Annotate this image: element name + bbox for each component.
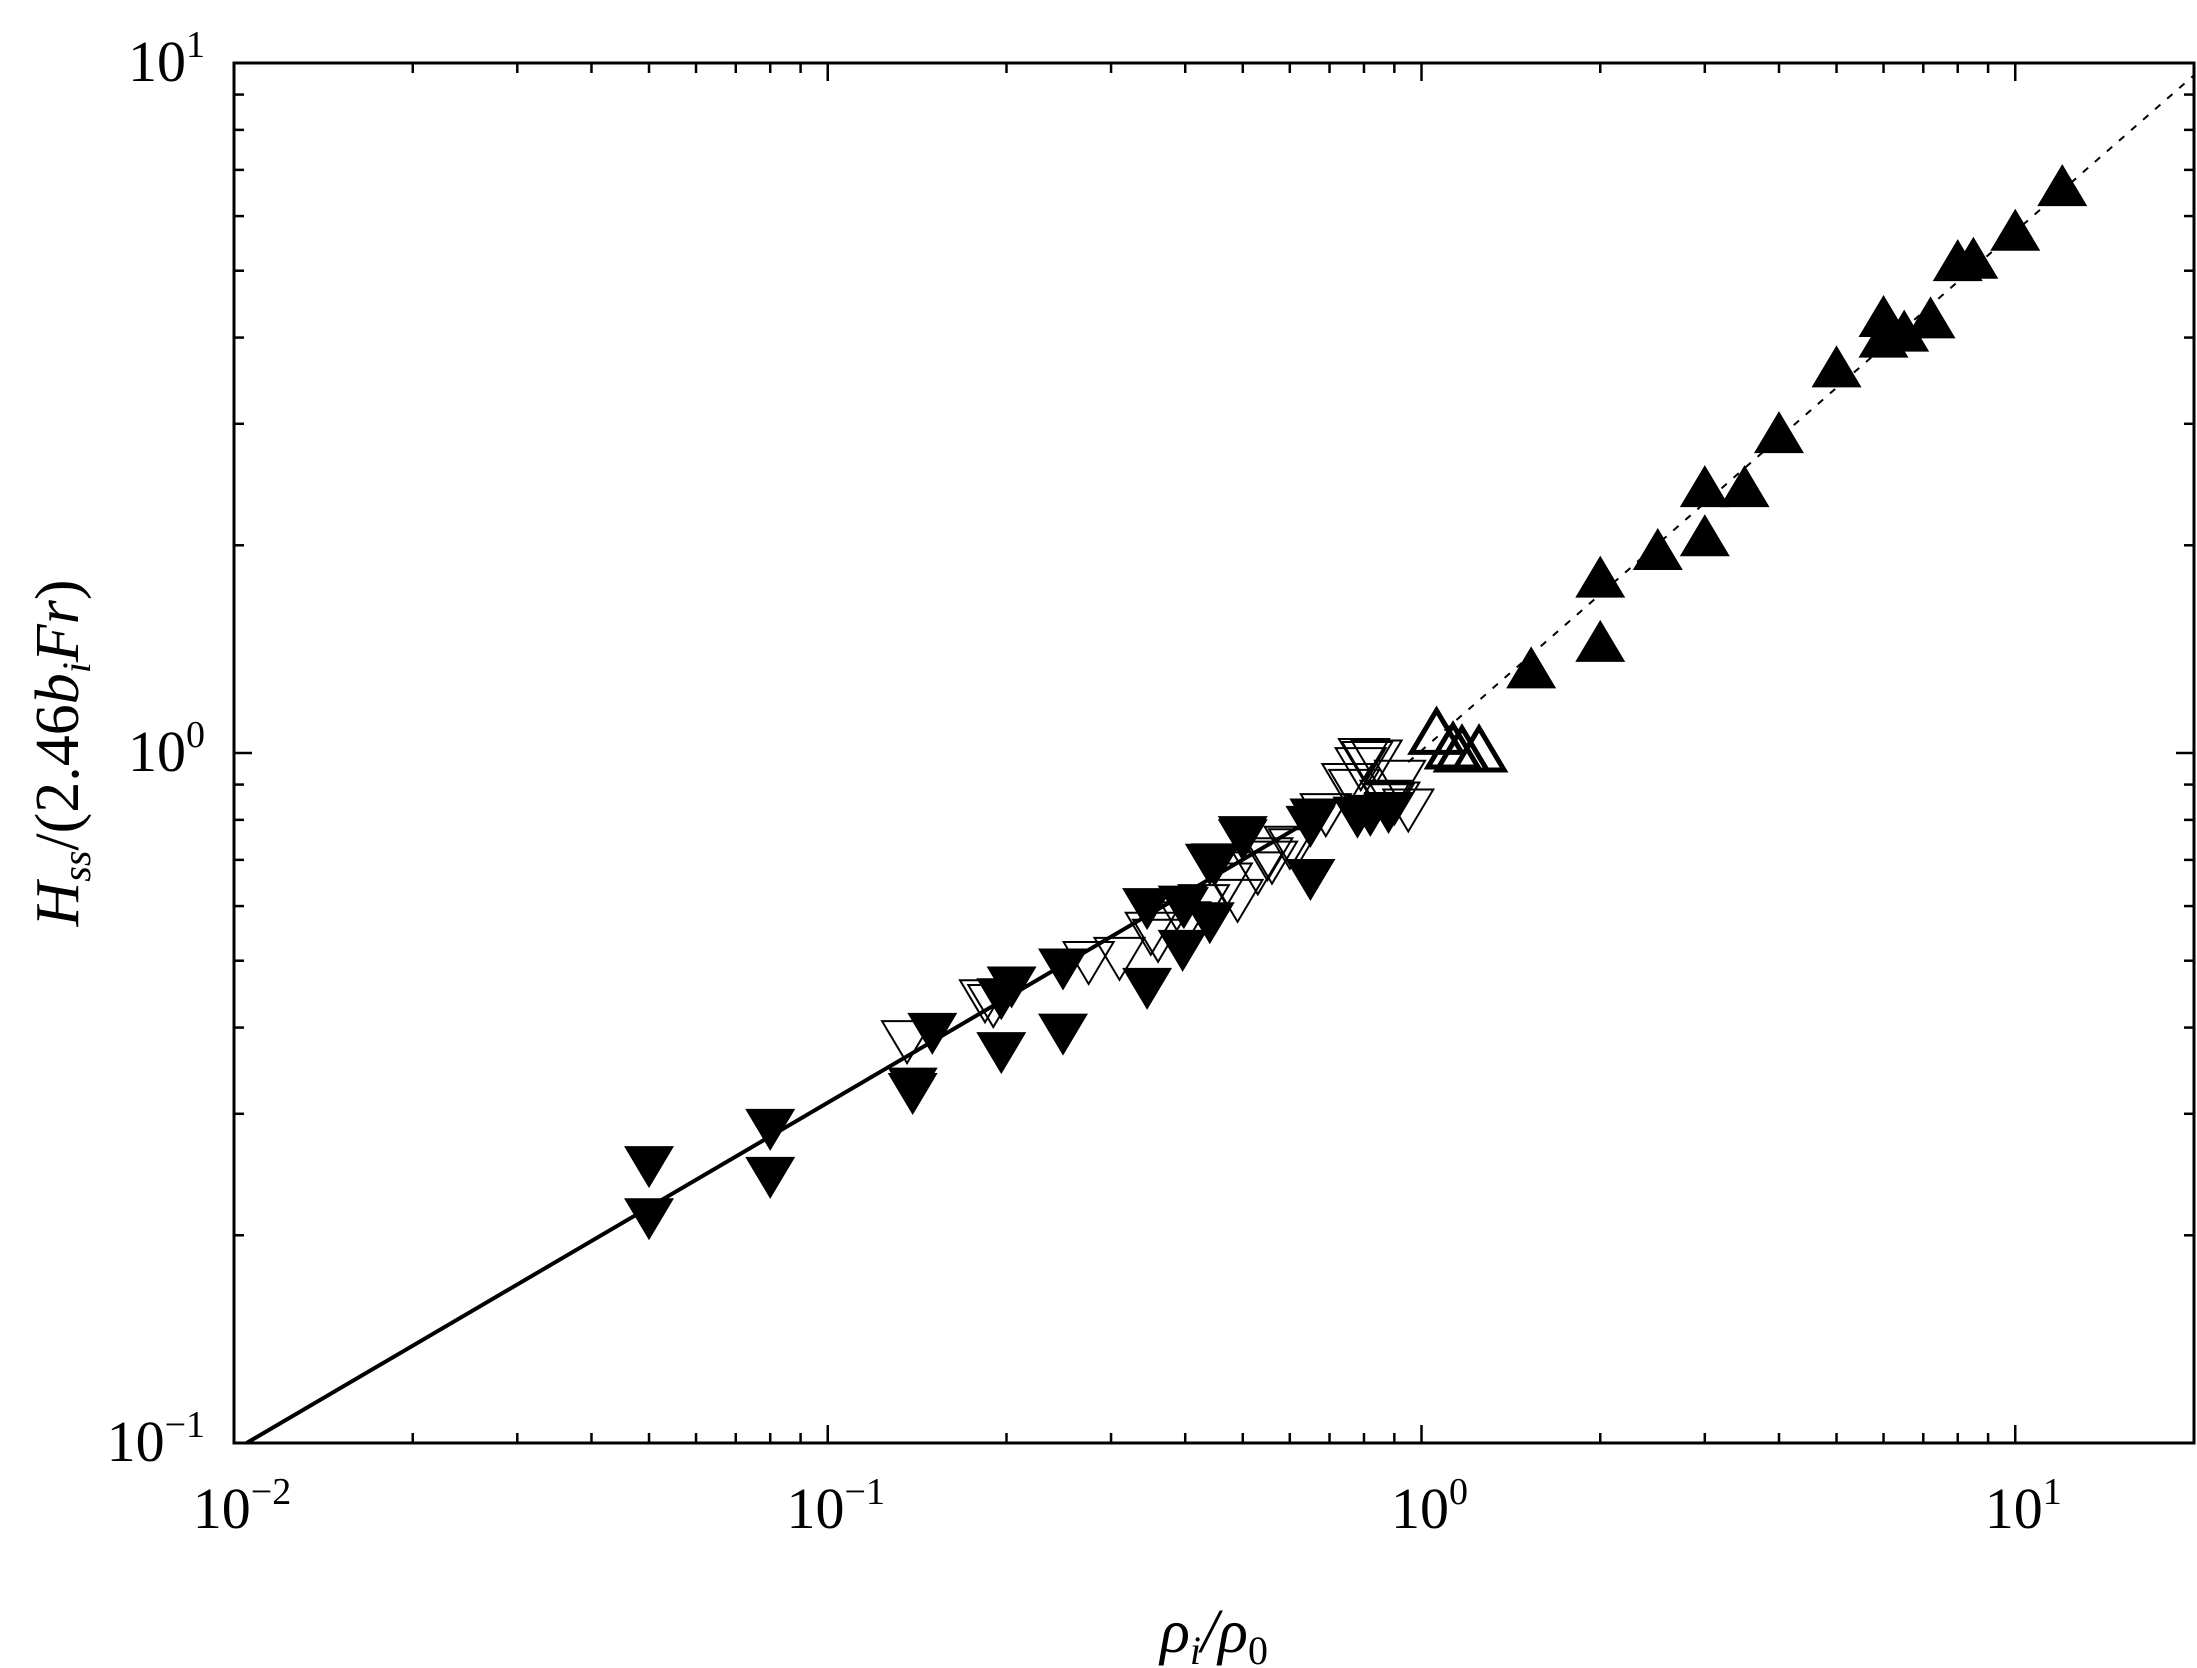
hollow-down-triangle-marker (1177, 884, 1231, 930)
filled-up-triangle-marker (1990, 208, 2041, 251)
x-tick-label: 101 (1985, 1471, 2062, 1541)
hollow-down-triangle-marker (1092, 936, 1147, 982)
x-axis-label: ρi/ρ0 (1158, 1598, 1268, 1668)
filled-down-triangle-marker (1122, 967, 1173, 1010)
fit-solid-line (245, 807, 1331, 1445)
hollow-down-triangle-marker (1340, 741, 1394, 786)
y-tick-label: 101 (128, 24, 205, 94)
filled-up-triangle-marker (1506, 646, 1557, 689)
filled-up-triangle-marker (1879, 309, 1930, 352)
hollow-down-triangle-marker (1131, 918, 1185, 964)
hollow-down-triangle-marker (1263, 825, 1317, 871)
filled-down-triangle-marker (1037, 1013, 1088, 1056)
filled-down-triangle-marker (1158, 887, 1209, 930)
x-tick-label: 100 (1391, 1471, 1468, 1541)
hollow-down-triangle-marker (1267, 828, 1321, 874)
filled-down-triangle-marker (907, 1012, 958, 1055)
hollow-down-triangle-marker (1333, 747, 1388, 793)
filled-up-triangle-marker (1632, 527, 1683, 570)
filled-down-triangle-marker (1184, 843, 1235, 886)
hollow-down-triangle-marker (1320, 762, 1375, 808)
filled-down-triangle-marker (745, 1156, 796, 1199)
filled-up-triangle-marker (1811, 345, 1862, 388)
y-tick-label: 10−1 (107, 1404, 205, 1474)
hollow-down-triangle-marker (1373, 759, 1427, 805)
fit-lines (245, 74, 2195, 1445)
filled-down-triangle-marker (1217, 816, 1268, 859)
hollow-down-triangle-marker (1231, 851, 1285, 897)
hollow-down-triangle-marker (1210, 878, 1265, 924)
data-markers (624, 164, 2088, 1241)
filled-down-triangle-marker (1037, 948, 1088, 991)
hollow-down-triangle-marker (1367, 781, 1422, 827)
y-tick-label: 100 (128, 714, 205, 784)
filled-up-triangle-marker (2037, 164, 2088, 207)
hollow-down-triangle-marker (880, 1020, 934, 1066)
hollow-down-triangle-marker (1124, 911, 1178, 957)
y-axis-label: Hss/(2.46biFr) (24, 579, 99, 927)
filled-up-triangle-marker (1753, 411, 1804, 454)
filled-up-triangle-marker (1948, 236, 1999, 279)
hollow-down-triangle-marker (966, 984, 1021, 1029)
x-tick-label: 10−1 (787, 1471, 885, 1541)
hollow-down-triangle-marker (1061, 940, 1116, 986)
filled-down-triangle-marker (745, 1108, 796, 1151)
filled-down-triangle-marker (1289, 798, 1340, 841)
filled-down-triangle-marker (976, 1032, 1027, 1075)
filled-up-triangle-marker (1905, 296, 1956, 339)
filled-down-triangle-marker (624, 1146, 675, 1189)
thick-open-up-triangle-marker (1449, 723, 1509, 773)
filled-up-triangle-marker (1679, 465, 1730, 508)
hollow-down-triangle-marker (1299, 793, 1353, 839)
hollow-down-triangle-marker (1245, 840, 1299, 886)
x-tick-label: 10−2 (193, 1471, 291, 1541)
filled-up-triangle-marker (1575, 619, 1626, 662)
filled-up-triangle-marker (1679, 514, 1730, 557)
filled-down-triangle-marker (624, 1198, 675, 1241)
filled-up-triangle-marker (1575, 555, 1626, 598)
hollow-down-triangle-marker (958, 979, 1012, 1025)
axis-ticks (232, 61, 2196, 1445)
filled-down-triangle-marker (1285, 859, 1336, 902)
filled-down-triangle-marker (1184, 902, 1235, 945)
hollow-down-triangle-marker (1158, 901, 1212, 947)
filled-down-triangle-marker (887, 1073, 938, 1116)
plot-frame (232, 61, 2196, 1445)
filled-up-triangle-marker (1719, 465, 1770, 508)
filled-down-triangle-marker (986, 966, 1037, 1009)
filled-down-triangle-marker (1122, 888, 1173, 931)
